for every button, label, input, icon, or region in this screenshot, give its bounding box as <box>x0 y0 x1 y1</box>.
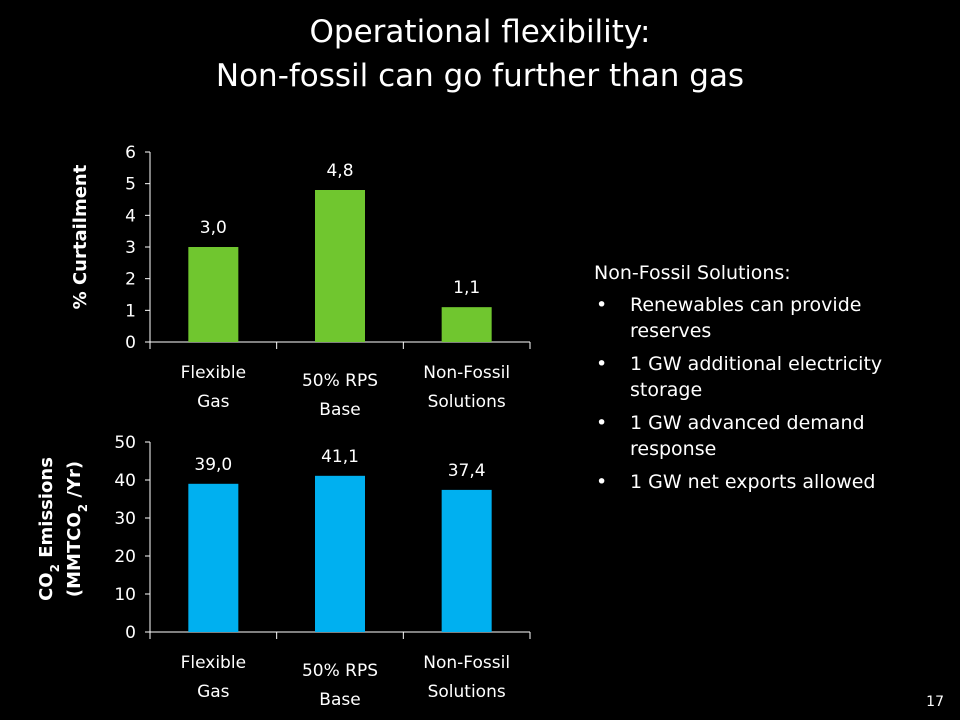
x-tick-label: Solutions <box>428 682 506 702</box>
notes-item-text: 1 GW advanced demand response <box>630 412 865 460</box>
notes-item: • Renewables can provide reserves <box>594 292 934 344</box>
y-tick-label: 0 <box>125 623 136 643</box>
bullet-icon: • <box>596 471 608 493</box>
x-tick-label: Base <box>319 690 360 710</box>
x-tick-label: Base <box>319 400 360 420</box>
data-label: 37,4 <box>448 461 486 481</box>
y-tick-label: 5 <box>125 175 136 195</box>
y-tick-label: 10 <box>114 585 136 605</box>
axis-title-text: /Yr) <box>64 461 85 504</box>
y-tick-label: 50 <box>114 433 136 453</box>
x-tick-label: Non-Fossil <box>423 363 510 383</box>
subscript-text: 2 <box>48 564 62 572</box>
x-tick-label: 50% RPS <box>302 661 378 681</box>
x-tick-label: Non-Fossil <box>423 653 510 673</box>
y-tick-label: 40 <box>114 471 136 491</box>
axis-title-text: (MMT <box>64 540 85 597</box>
slide-title: Operational flexibility: Non-fossil can … <box>0 10 960 98</box>
title-line-2: Non-fossil can go further than gas <box>215 58 745 94</box>
page-number: 17 <box>926 694 944 710</box>
bar <box>315 475 365 632</box>
x-tick-label: Gas <box>197 392 230 412</box>
bullet-icon: • <box>596 294 608 316</box>
x-tick-label: Flexible <box>181 363 246 383</box>
y-axis-title-line-2: (MMTCO2 /Yr) <box>64 461 90 597</box>
bar <box>188 483 239 632</box>
y-tick-label: 2 <box>125 270 136 290</box>
axis-title-text: CO <box>36 572 57 601</box>
subscript-text: 2 <box>76 504 90 512</box>
notes-item-text: 1 GW net exports allowed <box>630 471 876 493</box>
y-tick-label: 3 <box>125 238 136 258</box>
y-axis-title: CO2 Emissions(MMTCO2 /Yr) <box>36 457 90 601</box>
y-tick-label: 4 <box>125 206 136 226</box>
notes-item: • 1 GW advanced demand response <box>594 410 934 462</box>
notes-item: • 1 GW additional electricity storage <box>594 351 934 403</box>
y-tick-label: 1 <box>125 301 136 321</box>
y-axis-title-line-1: CO2 Emissions <box>36 457 62 601</box>
bar <box>441 489 492 632</box>
y-tick-label: 0 <box>125 333 136 353</box>
co2-emissions-bar-chart: 0 10 20 30 40 50 39,0 Flexible Gas 41,1 50% RPS Bas… <box>36 433 531 710</box>
y-tick-label: 30 <box>114 509 136 529</box>
bar <box>441 307 492 342</box>
notes-item-text: 1 GW additional electricity storage <box>630 353 883 401</box>
data-label: 4,8 <box>326 161 353 181</box>
title-line-1: Operational flexibility: <box>309 14 651 50</box>
y-axis-title: % Curtailment <box>70 164 91 309</box>
axis-title-text: CO <box>64 512 85 541</box>
bullet-icon: • <box>596 353 608 375</box>
x-tick-label: Solutions <box>428 392 506 412</box>
notes-panel: Non-Fossil Solutions: • Renewables can pr… <box>594 260 934 502</box>
x-tick-label: 50% RPS <box>302 371 378 391</box>
notes-list: • Renewables can provide reserves • 1 GW a… <box>594 292 934 495</box>
bar <box>188 247 239 342</box>
data-label: 1,1 <box>453 278 480 298</box>
x-tick-label: Flexible <box>181 653 246 673</box>
notes-heading: Non-Fossil Solutions: <box>594 262 791 284</box>
notes-item: • 1 GW net exports allowed <box>594 469 934 495</box>
curtailment-bar-chart: 0 1 2 3 4 5 6 3,0 Flexible Gas 4,8 50% RPS Base 1,1 No… <box>70 143 531 420</box>
data-label: 3,0 <box>200 218 227 238</box>
bar <box>315 190 365 342</box>
y-tick-label: 6 <box>125 143 136 163</box>
notes-item-text: Renewables can provide reserves <box>630 294 862 342</box>
y-tick-label: 20 <box>114 547 136 567</box>
data-label: 41,1 <box>321 447 359 467</box>
x-tick-label: Gas <box>197 682 230 702</box>
data-label: 39,0 <box>194 455 232 475</box>
bullet-icon: • <box>596 412 608 434</box>
axis-title-text: Emissions <box>36 457 57 564</box>
